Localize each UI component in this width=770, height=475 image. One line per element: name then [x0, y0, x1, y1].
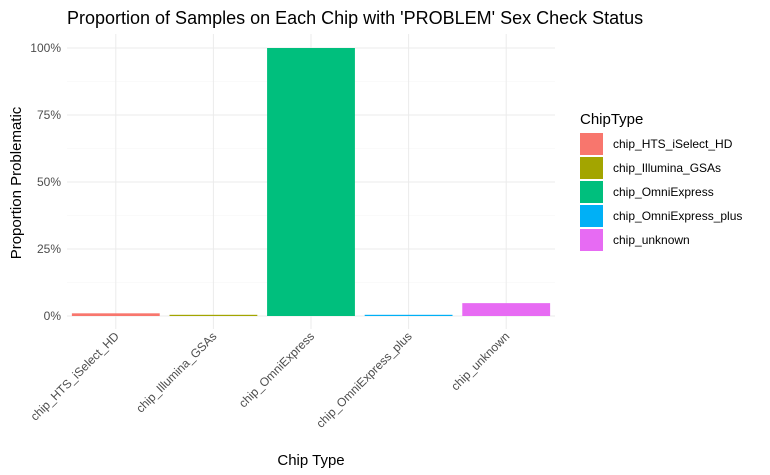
- legend-label: chip_OmniExpress_plus: [613, 209, 742, 223]
- bar-chip_Illumina_GSAs: [169, 314, 258, 316]
- plot-area: [67, 34, 555, 329]
- x-axis-ticks: chip_HTS_iSelect_HD chip_Illumina_GSAs chi…: [28, 329, 513, 431]
- y-axis-ticks: 0% 25% 50% 75% 100%: [30, 41, 61, 323]
- y-axis-title: Proportion Problematic: [8, 106, 25, 259]
- y-tick-label: 0%: [44, 309, 62, 323]
- bar-chip_OmniExpress: [267, 48, 355, 316]
- x-tick-label: chip_OmniExpress: [236, 329, 317, 410]
- legend-swatch-chip_Illumina_GSAs: [580, 157, 603, 179]
- legend-swatch-chip_OmniExpress: [580, 181, 603, 203]
- y-tick-label: 50%: [37, 175, 61, 189]
- x-tick-label: chip_OmniExpress_plus: [313, 329, 414, 430]
- y-tick-label: 100%: [30, 41, 61, 55]
- bar-chip_OmniExpress_plus: [364, 314, 453, 316]
- legend-title: ChipType: [580, 111, 643, 128]
- bars: [71, 48, 551, 316]
- legend-swatch-chip_OmniExpress_plus: [580, 205, 603, 227]
- x-tick-label: chip_Illumina_GSAs: [133, 329, 219, 415]
- legend-label: chip_HTS_iSelect_HD: [613, 137, 733, 151]
- y-tick-label: 75%: [37, 108, 61, 122]
- legend: ChipType chip_HTS_iSelect_HD chip_Illumin…: [580, 111, 742, 251]
- bar-chip_HTS_iSelect_HD: [71, 313, 160, 316]
- x-tick-label: chip_unknown: [448, 329, 512, 393]
- legend-swatch-chip_HTS_iSelect_HD: [580, 133, 603, 155]
- legend-swatch-chip_unknown: [580, 229, 603, 251]
- legend-items: chip_HTS_iSelect_HD chip_Illumina_GSAschi…: [580, 133, 742, 251]
- legend-label: chip_unknown: [613, 233, 690, 247]
- x-axis-title: Chip Type: [277, 452, 344, 469]
- legend-label: chip_Illumina_GSAs: [613, 161, 721, 175]
- x-tick-label: chip_HTS_iSelect_HD: [28, 329, 123, 424]
- bar-chip_unknown: [462, 303, 551, 316]
- legend-label: chip_OmniExpress: [613, 185, 714, 199]
- chart-title: Proportion of Samples on Each Chip with …: [67, 8, 643, 28]
- y-tick-label: 25%: [37, 242, 61, 256]
